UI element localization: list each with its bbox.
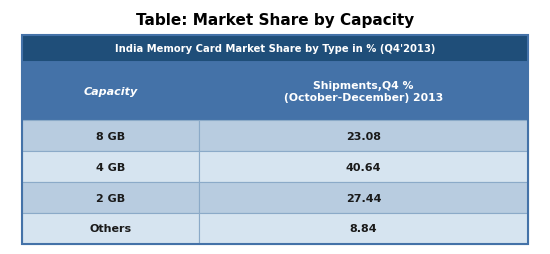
Bar (22, 36, 528, 244)
Bar (199, 121, 528, 152)
Text: 8 GB: 8 GB (96, 131, 125, 141)
Bar (199, 152, 528, 182)
Text: Capacity: Capacity (84, 87, 138, 97)
Text: 8.84: 8.84 (350, 224, 377, 233)
Text: 23.08: 23.08 (346, 131, 381, 141)
Bar (22, 182, 199, 213)
Bar (199, 63, 528, 121)
Bar (22, 213, 199, 244)
Text: Shipments,Q4 %
(October-December) 2013: Shipments,Q4 % (October-December) 2013 (284, 81, 443, 103)
Text: 2 GB: 2 GB (96, 193, 125, 203)
Bar (22, 121, 199, 152)
Bar (22, 63, 199, 121)
Text: 4 GB: 4 GB (96, 162, 125, 172)
Bar (199, 213, 528, 244)
Text: Others: Others (90, 224, 131, 233)
Bar (22, 36, 528, 63)
Bar (199, 182, 528, 213)
Text: 27.44: 27.44 (346, 193, 381, 203)
Text: India Memory Card Market Share by Type in % (Q4'2013): India Memory Card Market Share by Type i… (115, 44, 435, 54)
Text: 40.64: 40.64 (346, 162, 381, 172)
Bar (22, 152, 199, 182)
Text: Table: Market Share by Capacity: Table: Market Share by Capacity (136, 13, 414, 28)
